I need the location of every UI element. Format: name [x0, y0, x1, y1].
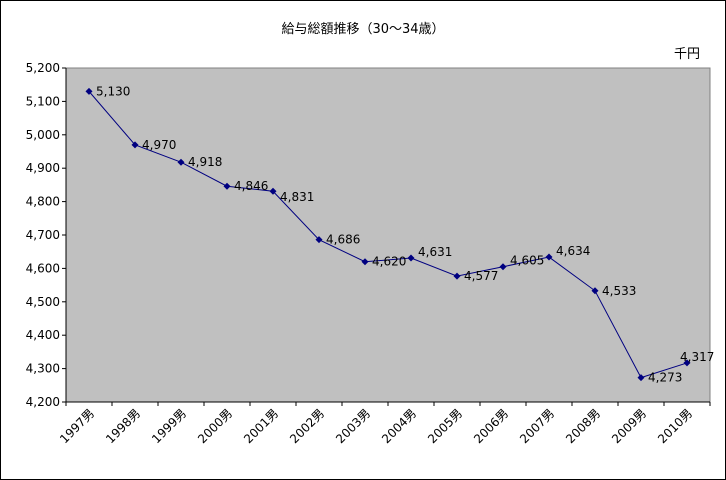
x-tick-label: 2008男 — [563, 406, 603, 446]
x-axis: 1997男 1998男 1999男 2000男 2001男 2002男 2003男 2004男… — [57, 401, 711, 446]
x-tick-label: 2001男 — [241, 406, 281, 446]
x-tick-label: 2003男 — [333, 406, 373, 446]
x-tick-label: 1999男 — [149, 406, 189, 446]
data-label: 4,631 — [418, 245, 452, 259]
data-label: 4,686 — [326, 233, 360, 247]
chart-title: 給与総額推移（30～34歳） — [281, 22, 444, 37]
data-label: 4,846 — [234, 179, 268, 193]
data-point-marker — [591, 287, 599, 295]
data-label: 4,918 — [188, 155, 222, 169]
data-point-marker — [85, 87, 93, 95]
data-label: 4,317 — [680, 350, 714, 364]
y-tick-label: 4,800 — [26, 195, 60, 209]
data-point-marker — [315, 236, 323, 244]
y-tick-label: 4,400 — [26, 328, 60, 342]
data-point-marker — [361, 258, 369, 266]
data-label: 4,970 — [142, 138, 176, 152]
y-tick-label: 4,500 — [26, 295, 60, 309]
x-tick-label: 1997男 — [57, 406, 97, 446]
y-tick-label: 4,300 — [26, 362, 60, 376]
y-tick-label: 4,600 — [26, 261, 60, 275]
x-tick-label: 2009男 — [609, 406, 649, 446]
x-tick-label: 2010男 — [655, 406, 695, 446]
plot-area — [65, 67, 711, 403]
data-point-marker — [131, 141, 139, 149]
y-tick-label: 4,900 — [26, 161, 60, 175]
data-point-marker — [223, 182, 231, 190]
data-label: 4,533 — [602, 284, 636, 298]
x-tick-label: 2006男 — [471, 406, 511, 446]
x-tick-label: 2005男 — [425, 406, 465, 446]
data-label: 4,605 — [510, 254, 544, 268]
data-point-marker — [683, 359, 691, 367]
y-tick-label: 5,000 — [26, 128, 60, 142]
y-tick-label: 4,700 — [26, 228, 60, 242]
x-tick-label: 1998男 — [103, 406, 143, 446]
data-label: 5,130 — [96, 84, 130, 98]
data-label: 4,620 — [372, 255, 406, 269]
data-label: 4,831 — [280, 190, 314, 204]
y-tick-label: 5,100 — [26, 94, 60, 108]
x-tick-label: 2000男 — [195, 406, 235, 446]
x-tick-label: 2007男 — [517, 406, 557, 446]
data-point-marker — [545, 253, 553, 261]
data-label: 4,577 — [464, 269, 498, 283]
data-label: 4,634 — [556, 244, 590, 258]
data-point-marker — [637, 374, 645, 382]
series-line — [88, 91, 688, 379]
data-point-marker — [177, 158, 185, 166]
unit-label: 千円 — [674, 47, 700, 62]
data-point-marker — [453, 272, 461, 280]
data-label: 4,273 — [648, 371, 682, 385]
x-tick-label: 2004男 — [379, 406, 419, 446]
series-line-group — [85, 87, 691, 382]
y-tick-label: 5,200 — [26, 61, 60, 75]
data-labels-group: 5,130 4,970 4,918 4,846 4,831 4,686 4,620 4,631… — [96, 84, 714, 384]
data-point-marker — [269, 187, 277, 195]
x-tick-label: 2002男 — [287, 406, 327, 446]
y-axis: 4,200 4,300 4,400 4,500 4,600 4,700 4,800 4,900… — [26, 61, 67, 409]
data-point-marker — [499, 263, 507, 271]
y-tick-label: 4,200 — [26, 395, 60, 409]
data-point-marker — [407, 254, 415, 262]
